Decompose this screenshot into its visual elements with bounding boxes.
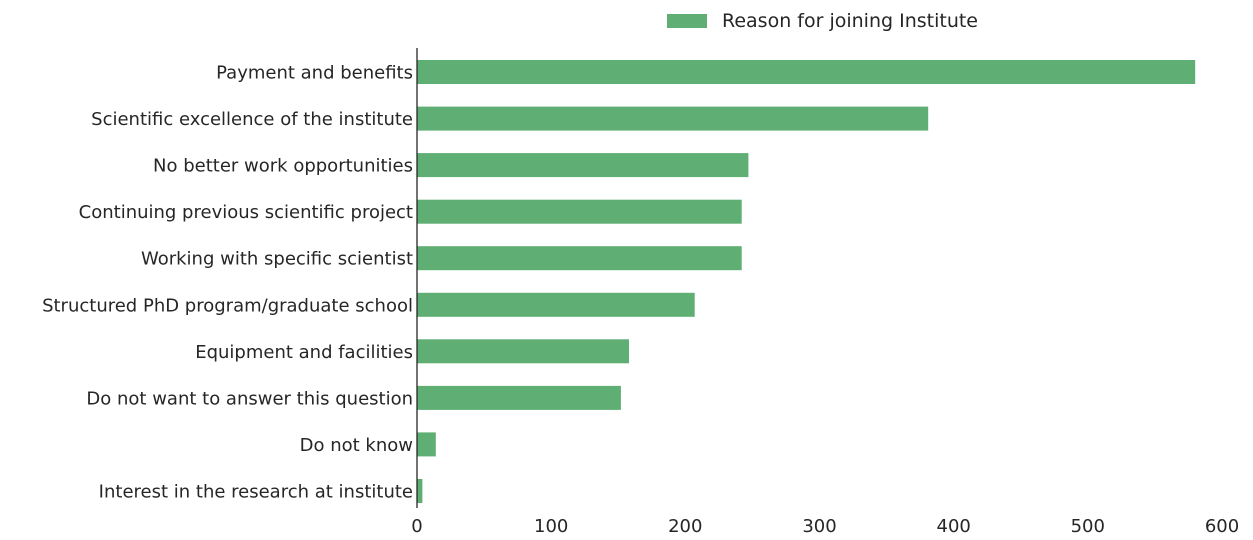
bar bbox=[417, 200, 742, 224]
category-label: Equipment and facilities bbox=[195, 342, 413, 363]
legend: Reason for joining Institute bbox=[667, 10, 978, 32]
x-tick-label: 0 bbox=[411, 516, 422, 536]
bar bbox=[417, 153, 748, 177]
category-label: Do not want to answer this question bbox=[86, 388, 413, 409]
x-tick-label: 600 bbox=[1205, 516, 1239, 536]
category-labels: Payment and benefits Scientific excellenc… bbox=[42, 63, 413, 503]
legend-swatch bbox=[667, 14, 707, 28]
category-label: Continuing previous scientific project bbox=[79, 202, 413, 223]
bars bbox=[417, 60, 1195, 503]
bar bbox=[417, 432, 436, 456]
x-tick-label: 500 bbox=[1071, 516, 1105, 536]
category-label: Interest in the research at institute bbox=[99, 482, 413, 503]
category-label: Working with specific scientist bbox=[141, 249, 413, 270]
x-axis: 0 100 200 300 400 500 600 bbox=[411, 516, 1239, 536]
category-label: Structured PhD program/graduate school bbox=[42, 295, 413, 316]
bar bbox=[417, 339, 629, 363]
x-tick-label: 200 bbox=[668, 516, 702, 536]
category-label: Payment and benefits bbox=[216, 63, 413, 84]
bar bbox=[417, 246, 742, 270]
legend-label: Reason for joining Institute bbox=[722, 10, 978, 32]
bar bbox=[417, 386, 621, 410]
x-tick-label: 100 bbox=[534, 516, 568, 536]
bar bbox=[417, 60, 1195, 84]
category-label: No better work opportunities bbox=[153, 156, 413, 177]
x-tick-label: 400 bbox=[937, 516, 971, 536]
bar bbox=[417, 107, 928, 131]
x-tick-label: 300 bbox=[802, 516, 836, 536]
bar bbox=[417, 293, 695, 317]
bar bbox=[417, 479, 422, 503]
category-label: Scientific excellence of the institute bbox=[91, 109, 413, 130]
category-label: Do not know bbox=[300, 435, 413, 456]
